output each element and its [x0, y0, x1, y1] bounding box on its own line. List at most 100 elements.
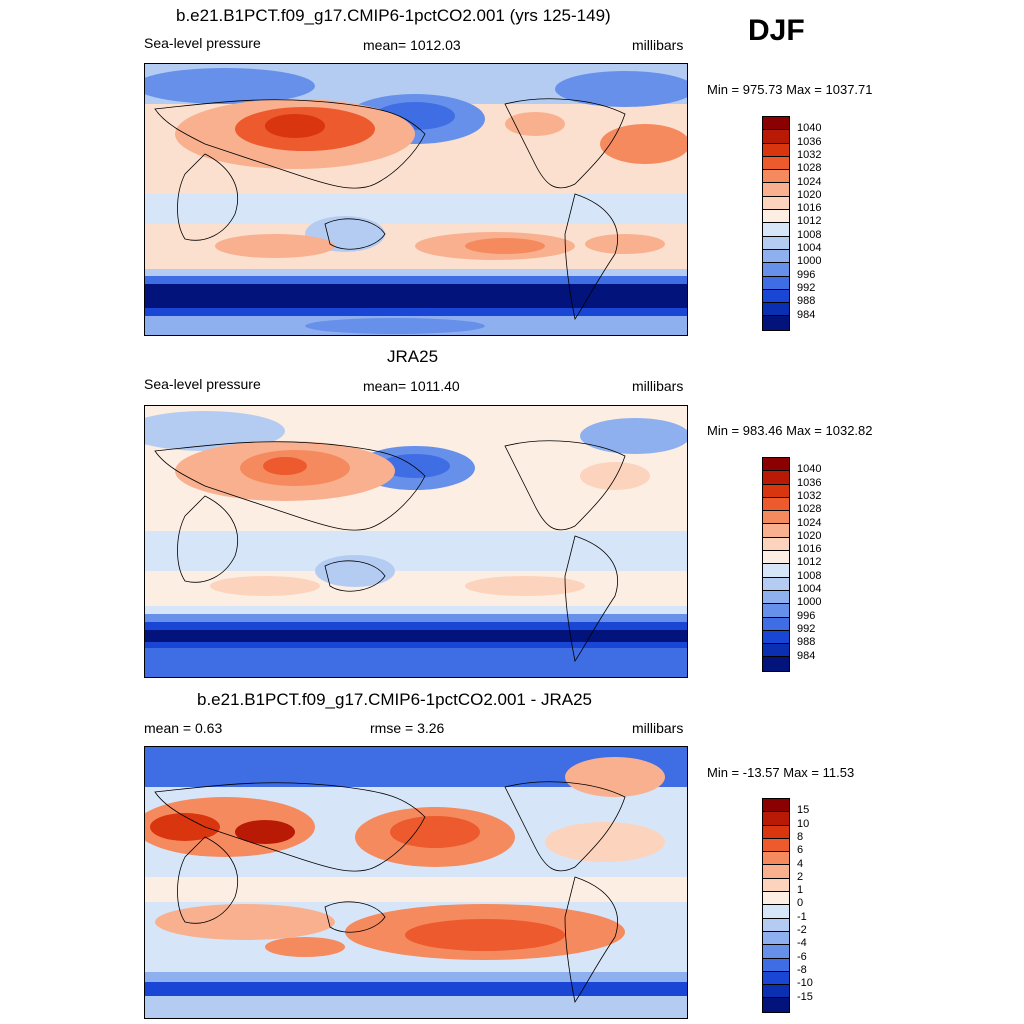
colorbar-tick-label: 15 — [797, 804, 810, 817]
panel1-map — [144, 63, 688, 336]
colorbar-tick-label: 1024 — [797, 516, 822, 529]
colorbar-box — [763, 905, 789, 919]
colorbar-box — [763, 196, 789, 211]
colorbar-box — [763, 644, 789, 658]
colorbar-tick-label: -1 — [797, 910, 807, 923]
colorbar-tick-label: 992 — [797, 622, 816, 635]
colorbar-tick-label: 996 — [797, 609, 816, 622]
colorbar-box — [763, 838, 789, 853]
colorbar-box — [763, 865, 789, 879]
colorbar-tick-label: 2 — [797, 870, 804, 883]
colorbar-tick-label: 1012 — [797, 556, 822, 569]
colorbar-box — [763, 617, 789, 631]
colorbar-box — [763, 799, 789, 813]
colorbar-tick-label: 1028 — [797, 162, 822, 175]
colorbar-box — [763, 958, 789, 972]
colorbar-tick-label: 1000 — [797, 255, 822, 268]
colorbar-tick-label: 988 — [797, 636, 816, 649]
panel1-minmax: Min = 975.73 Max = 1037.71 — [707, 82, 873, 97]
colorbar-tick-label: 1024 — [797, 175, 822, 188]
colorbar-box — [763, 604, 789, 618]
colorbar-box — [763, 117, 789, 131]
colorbar-tick-label: 984 — [797, 649, 816, 662]
colorbar-tick-label: 996 — [797, 268, 816, 281]
colorbar-tick-label: 992 — [797, 281, 816, 294]
colorbar-box — [763, 249, 789, 264]
colorbar-tick-label: 8 — [797, 830, 804, 843]
panel1-variable-label: Sea-level pressure — [144, 35, 261, 51]
colorbar-box — [763, 825, 789, 839]
panel2-mean-label: mean= 1011.40 — [363, 378, 460, 394]
colorbar-box — [763, 852, 789, 866]
panel3-colorbar — [762, 798, 790, 1013]
panel1-title: b.e21.B1PCT.f09_g17.CMIP6-1pctCO2.001 (y… — [176, 6, 611, 25]
panel2-units-label: millibars — [632, 378, 684, 394]
colorbar-tick-label: 1040 — [797, 122, 822, 135]
colorbar-box — [763, 511, 789, 525]
colorbar-tick-label: -6 — [797, 950, 807, 963]
colorbar-tick-label: 1016 — [797, 202, 822, 215]
colorbar-tick-label: 1008 — [797, 228, 822, 241]
panel2-variable-label: Sea-level pressure — [144, 376, 261, 392]
panel3-minmax: Min = -13.57 Max = 11.53 — [707, 765, 855, 780]
colorbar-box — [763, 998, 789, 1012]
colorbar-box — [763, 577, 789, 591]
colorbar-box — [763, 223, 789, 237]
colorbar-box — [763, 183, 789, 197]
panel3-map — [144, 746, 688, 1019]
colorbar-box — [763, 878, 789, 893]
colorbar-box — [763, 143, 789, 157]
colorbar-tick-label: 984 — [797, 308, 816, 321]
colorbar-box — [763, 236, 789, 250]
panel1-colorbar — [762, 116, 790, 331]
colorbar-box — [763, 210, 789, 224]
panel3-mean-label: mean = 0.63 — [144, 720, 223, 736]
panel3-title: b.e21.B1PCT.f09_g17.CMIP6-1pctCO2.001 - … — [197, 690, 592, 709]
colorbar-tick-label: 1 — [797, 884, 804, 897]
colorbar-box — [763, 985, 789, 999]
colorbar-tick-label: 1004 — [797, 583, 822, 595]
colorbar-box — [763, 892, 789, 906]
colorbar-tick-label: 6 — [797, 844, 804, 857]
colorbar-tick-label: 1032 — [797, 148, 822, 161]
colorbar-tick-label: 1000 — [797, 596, 822, 609]
panel2-minmax: Min = 983.46 Max = 1032.82 — [707, 423, 873, 438]
colorbar-box — [763, 263, 789, 277]
colorbar-tick-label: 1012 — [797, 215, 822, 228]
colorbar-tick-label: 1036 — [797, 135, 822, 148]
panel3-units-label: millibars — [632, 720, 684, 736]
colorbar-tick-label: 4 — [797, 857, 804, 870]
colorbar-tick-label: 1016 — [797, 543, 822, 556]
colorbar-tick-label: 1032 — [797, 489, 822, 502]
colorbar-tick-label: 1004 — [797, 242, 822, 254]
panel2-colorbar — [762, 457, 790, 672]
colorbar-box — [763, 484, 789, 498]
colorbar-tick-label: -4 — [797, 937, 807, 950]
colorbar-tick-label: 1028 — [797, 503, 822, 516]
colorbar-tick-label: -10 — [797, 977, 813, 990]
colorbar-box — [763, 458, 789, 472]
colorbar-tick-label: -2 — [797, 924, 807, 936]
colorbar-box — [763, 657, 789, 671]
colorbar-box — [763, 316, 789, 330]
colorbar-box — [763, 918, 789, 932]
colorbar-box — [763, 524, 789, 538]
colorbar-box — [763, 630, 789, 645]
colorbar-box — [763, 276, 789, 290]
panel1-units-label: millibars — [632, 37, 684, 53]
colorbar-tick-label: 1040 — [797, 463, 822, 476]
colorbar-box — [763, 289, 789, 304]
colorbar-tick-label: 1020 — [797, 188, 822, 201]
colorbar-box — [763, 497, 789, 512]
colorbar-box — [763, 564, 789, 578]
panel2-title: JRA25 — [387, 347, 439, 366]
panel2-map — [144, 405, 688, 678]
season-label: DJF — [748, 14, 805, 47]
colorbar-box — [763, 551, 789, 565]
colorbar-box — [763, 303, 789, 317]
colorbar-tick-label: -15 — [797, 990, 813, 1003]
colorbar-tick-label: -8 — [797, 963, 807, 976]
colorbar-tick-label: 0 — [797, 897, 804, 910]
colorbar-box — [763, 945, 789, 959]
colorbar-box — [763, 537, 789, 552]
